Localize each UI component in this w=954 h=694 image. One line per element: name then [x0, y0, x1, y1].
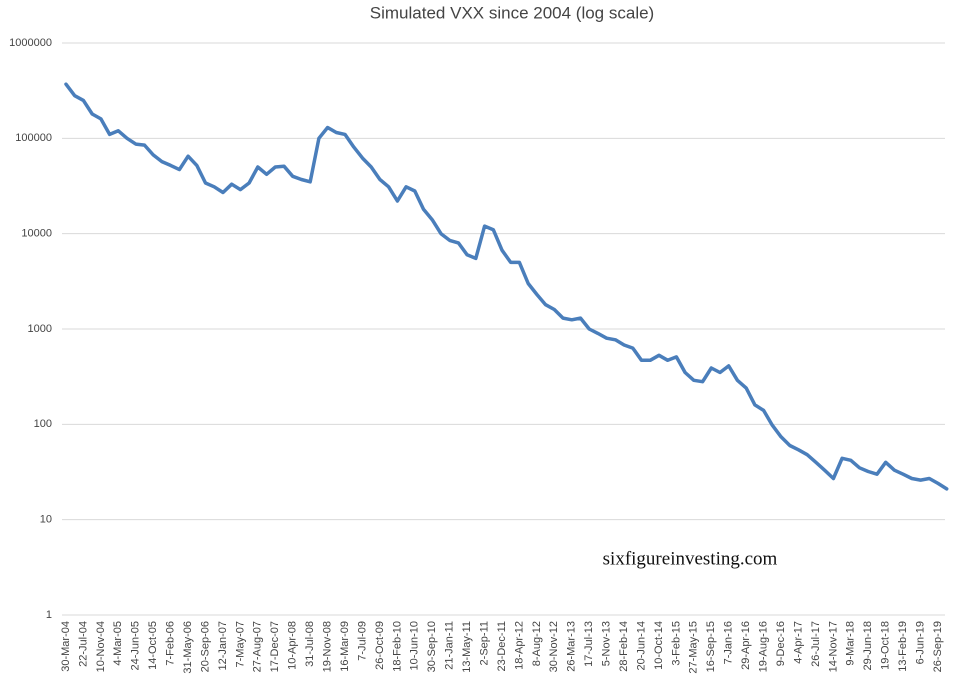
- x-tick-label: 17-Dec-07: [269, 621, 281, 672]
- x-tick-label: 7-Jan-16: [723, 621, 735, 664]
- y-tick-label: 100: [34, 418, 52, 430]
- x-tick-label: 7-May-07: [234, 621, 246, 667]
- x-tick-label: 27-Aug-07: [252, 621, 264, 672]
- x-tick-label: 22-Jul-04: [77, 621, 89, 667]
- chart-title: Simulated VXX since 2004 (log scale): [370, 3, 654, 22]
- x-tick-label: 3-Feb-15: [670, 621, 682, 666]
- x-tick-label: 29-Jun-18: [862, 621, 874, 671]
- x-tick-label: 6-Jun-19: [914, 621, 926, 664]
- y-tick-label: 100000: [15, 132, 52, 144]
- x-tick-label: 31-Jul-08: [304, 621, 316, 667]
- x-tick-label: 13-May-11: [461, 621, 473, 673]
- x-tick-label: 31-May-06: [182, 621, 194, 674]
- x-tick-label: 16-Mar-09: [339, 621, 351, 672]
- x-tick-label: 7-Feb-06: [165, 621, 177, 666]
- x-tick-label: 13-Feb-19: [897, 621, 909, 672]
- x-tick-label: 30-Nov-12: [548, 621, 560, 672]
- y-tick-label: 10000: [21, 228, 52, 240]
- y-tick-label: 1000: [28, 323, 52, 335]
- x-tick-label: 26-Sep-19: [932, 621, 944, 672]
- x-tick-label: 21-Jan-11: [444, 621, 456, 670]
- y-tick-label: 1: [46, 609, 52, 621]
- x-tick-label: 2-Sep-11: [478, 621, 490, 665]
- x-tick-label: 26-Mar-13: [566, 621, 578, 672]
- x-tick-label: 23-Dec-11: [496, 621, 508, 672]
- x-tick-label: 10-Apr-08: [287, 621, 299, 670]
- x-tick-label: 10-Oct-14: [653, 621, 665, 670]
- y-tick-label: 10: [40, 514, 52, 526]
- x-tick-label: 7-Jul-09: [356, 621, 368, 661]
- annotation: sixfigureinvesting.com: [603, 548, 778, 569]
- x-tick-label: 4-Apr-17: [792, 621, 804, 664]
- x-tick-label: 17-Jul-13: [583, 621, 595, 667]
- x-tick-label: 19-Nov-08: [322, 621, 334, 672]
- x-tick-label: 27-May-15: [688, 621, 700, 674]
- x-tick-label: 9-Dec-16: [775, 621, 787, 666]
- x-tick-label: 10-Nov-04: [95, 621, 107, 672]
- x-tick-label: 14-Nov-17: [827, 621, 839, 672]
- x-tick-label: 20-Sep-06: [199, 621, 211, 672]
- x-tick-label: 19-Aug-16: [758, 621, 770, 672]
- x-tick-label: 19-Oct-18: [880, 621, 892, 670]
- x-tick-label: 9-Mar-18: [845, 621, 857, 666]
- x-tick-label: 18-Feb-10: [391, 621, 403, 672]
- data-line: [64, 82, 949, 491]
- x-tick-label: 8-Aug-12: [531, 621, 543, 666]
- x-tick-label: 18-Apr-12: [513, 621, 525, 670]
- x-tick-label: 29-Apr-16: [740, 621, 752, 670]
- x-tick-label: 4-Mar-05: [112, 621, 124, 666]
- x-tick-label: 10-Jun-10: [409, 621, 421, 671]
- x-tick-label: 26-Jul-17: [810, 621, 822, 667]
- x-tick-label: 16-Sep-15: [705, 621, 717, 672]
- x-tick-label: 5-Nov-13: [601, 621, 613, 666]
- x-tick-label: 14-Oct-05: [147, 621, 159, 670]
- x-tick-label: 30-Mar-04: [60, 621, 72, 672]
- x-tick-label: 30-Sep-10: [426, 621, 438, 672]
- x-tick-label: 12-Jan-07: [217, 621, 229, 671]
- y-tick-label: 1000000: [9, 37, 52, 49]
- x-tick-label: 24-Jun-05: [130, 621, 142, 671]
- x-tick-label: 20-Jun-14: [635, 621, 647, 671]
- x-tick-label: 26-Oct-09: [374, 621, 386, 670]
- x-tick-label: 28-Feb-14: [618, 621, 630, 672]
